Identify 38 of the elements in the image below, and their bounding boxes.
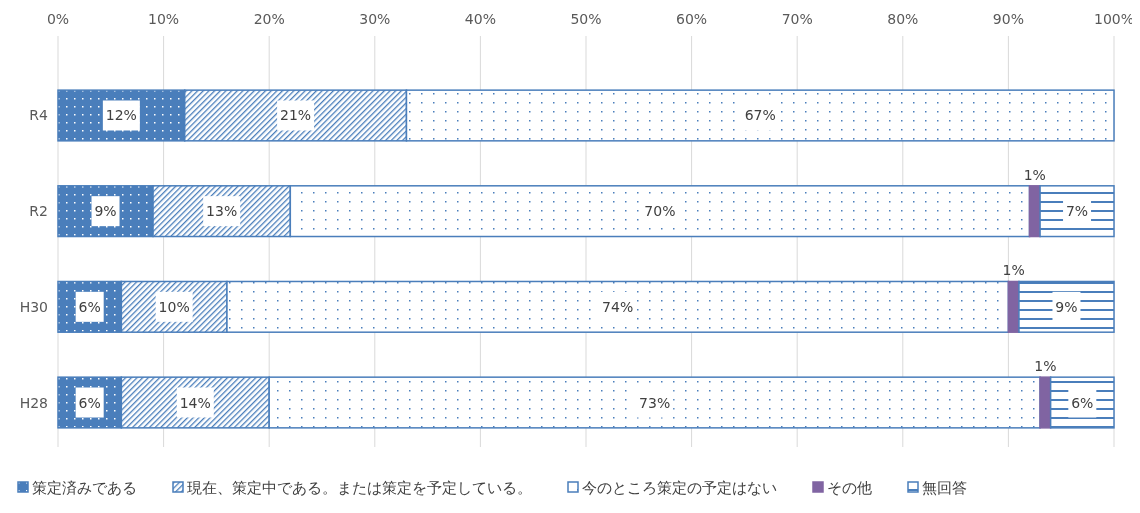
- y-tick-label: R2: [29, 203, 48, 220]
- x-tick-label: 40%: [464, 11, 496, 27]
- x-tick-label: 50%: [570, 11, 602, 27]
- legend-label: 策定済みである: [32, 479, 137, 497]
- legend-label: 今のところ策定の予定はない: [582, 479, 777, 497]
- data-label: 1%: [1002, 262, 1025, 279]
- y-tick-label: R4: [29, 107, 49, 124]
- data-label: 7%: [1065, 203, 1089, 220]
- data-label: 70%: [644, 203, 676, 220]
- x-tick-label: 0%: [46, 11, 70, 27]
- bar: [1039, 376, 1052, 429]
- data-label: 1%: [1023, 166, 1046, 183]
- data-label: 9%: [94, 203, 117, 220]
- data-label: 12%: [105, 107, 137, 124]
- data-label: 6%: [1071, 394, 1094, 411]
- legend-label: 無回答: [922, 479, 967, 497]
- legend-label: その他: [827, 479, 872, 497]
- data-label: 74%: [602, 298, 634, 315]
- y-tick-label: H28: [19, 394, 48, 411]
- x-tick-label: 70%: [781, 11, 813, 27]
- x-tick-label: 20%: [253, 11, 285, 27]
- legend-label: 現在、策定中である。または策定を予定している。: [187, 479, 532, 497]
- x-tick-label: 10%: [148, 11, 180, 27]
- data-label: 6%: [78, 298, 101, 315]
- data-label: 13%: [206, 203, 238, 220]
- data-label: 10%: [158, 298, 190, 315]
- x-tick-label: 60%: [676, 11, 708, 27]
- x-tick-label: 90%: [992, 11, 1024, 27]
- x-tick-label: 80%: [887, 11, 919, 27]
- data-label: 73%: [639, 394, 671, 411]
- data-label: 14%: [179, 394, 211, 411]
- data-label: 1%: [1034, 358, 1057, 375]
- y-tick-label: H30: [19, 298, 48, 315]
- data-label: 67%: [744, 107, 776, 124]
- data-label: 9%: [1055, 298, 1078, 315]
- x-tick-label: 30%: [359, 11, 391, 27]
- data-label: 21%: [280, 107, 312, 124]
- data-label: 6%: [78, 394, 101, 411]
